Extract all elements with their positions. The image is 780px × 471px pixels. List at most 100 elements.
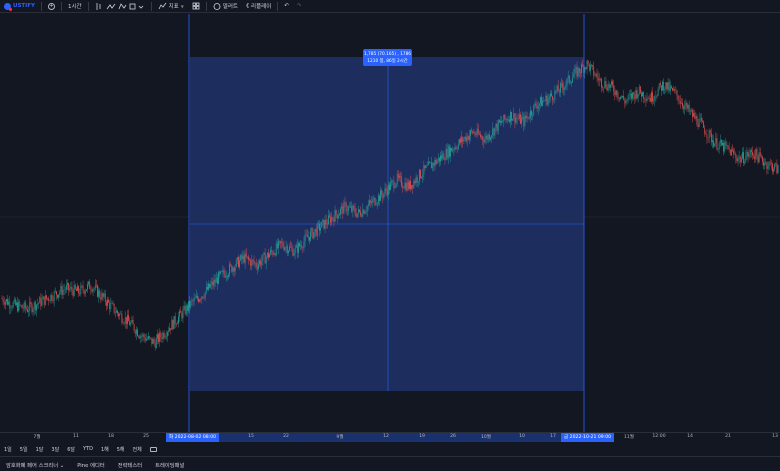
candle-up [724, 142, 726, 152]
range-button[interactable]: YTD [82, 446, 93, 452]
candle-down [100, 296, 102, 300]
candle-down [499, 120, 500, 123]
candle-up [487, 134, 489, 140]
candle-up [500, 121, 501, 123]
candle-down [209, 283, 210, 288]
candle-down [2, 298, 4, 303]
candle-up [308, 237, 309, 238]
range-button[interactable]: 6달 [67, 447, 75, 453]
candle-up [749, 149, 751, 154]
toolbar-divider [205, 1, 207, 11]
calendar-range-icon[interactable] [149, 447, 157, 452]
replay-label: 리플레이 [251, 4, 272, 10]
range-button[interactable]: 3달 [51, 447, 60, 453]
candle-up [23, 302, 25, 309]
candle-down [109, 302, 111, 310]
candle-down [576, 67, 578, 77]
candle-down [276, 243, 278, 249]
candle-down [697, 124, 699, 128]
candle-down [624, 99, 626, 104]
candle-up [712, 140, 713, 143]
redo-button[interactable]: ↷ [293, 0, 306, 13]
candle-down [756, 149, 758, 156]
candle-up [505, 119, 507, 120]
candle-down [645, 99, 647, 101]
chart-pane[interactable]: 1,785 (70.165) , 1786 1210 봉, 86일 2시간 TV [0, 14, 780, 432]
range-button[interactable]: 1달 [35, 447, 44, 453]
candle-down [283, 246, 285, 251]
candle-down [7, 299, 8, 305]
candle-down [144, 337, 146, 341]
candle-down [580, 72, 581, 74]
candle-up [567, 75, 569, 79]
candle-up [532, 115, 534, 116]
candle-up [521, 118, 522, 124]
range-button[interactable]: 5일 [19, 447, 28, 453]
candle-up [103, 293, 105, 297]
candle-down [770, 163, 772, 164]
layout-button[interactable] [188, 0, 204, 13]
candle-up [47, 298, 48, 299]
candle-down [161, 337, 163, 340]
candle-up [622, 95, 623, 98]
candle-down [536, 106, 538, 109]
candle-up [215, 277, 217, 283]
toolbar-divider [87, 1, 89, 11]
time-axis-tick: 21 [725, 434, 731, 439]
replay-button[interactable]: ⟪ 리플레이 [242, 0, 275, 13]
time-axis[interactable]: 7월111825815229월12192610월101711월12:001421… [0, 432, 780, 442]
candle-up [42, 296, 44, 300]
price-chart[interactable] [0, 14, 780, 432]
candle-down [732, 149, 733, 151]
range-button[interactable]: 1해 [100, 447, 109, 453]
bottom-tab[interactable]: 트레이딩패널 [155, 462, 185, 469]
candle-up [20, 305, 22, 306]
candle-up [311, 228, 313, 232]
candle-down [721, 139, 722, 146]
bottom-tab[interactable]: 전략테스터 [117, 462, 143, 469]
candle-down [489, 134, 490, 140]
candle-down [49, 300, 51, 302]
candle-up [513, 113, 515, 119]
candle-down [429, 162, 430, 163]
bottom-tab[interactable]: Pine 에디터 [77, 462, 105, 469]
candle-up [169, 328, 170, 332]
candle-down [96, 284, 97, 286]
candle-up [628, 95, 630, 96]
candle-up [320, 227, 321, 231]
candle-up [36, 304, 37, 311]
range-button[interactable]: 전체 [132, 447, 142, 453]
candle-down [663, 81, 665, 91]
time-axis-tick: 14 [687, 434, 693, 439]
candle-up [560, 83, 561, 93]
candle-down [587, 60, 589, 64]
candle-up [598, 78, 600, 81]
range-button[interactable]: 1일 [4, 447, 12, 453]
interval-button[interactable]: 1시간 [64, 0, 86, 13]
indicators-button[interactable]: 지표 ▼ [154, 0, 188, 13]
candle-down [728, 148, 730, 150]
candle-down [643, 92, 645, 99]
compare-symbol-button[interactable]: + [44, 0, 59, 13]
candle-down [446, 149, 448, 159]
candle-down [479, 133, 480, 135]
candle-down [743, 152, 744, 163]
symbol-search[interactable]: USTIFY [0, 0, 39, 13]
alert-label: 얼러트 [222, 4, 238, 10]
bottom-tab[interactable]: 암호화폐 페어 스크리너 ⌄ [6, 462, 65, 469]
time-axis-tick: 26 [450, 434, 456, 439]
candle-up [281, 242, 283, 244]
candle-down [386, 190, 388, 196]
candle-down [439, 157, 440, 162]
candle-down [154, 342, 156, 348]
time-axis-tick: 12:00 [652, 434, 666, 439]
alert-button[interactable]: 얼러트 [209, 0, 242, 13]
candle-up [550, 93, 551, 97]
time-axis-tick: 12 [383, 434, 389, 439]
candle-down [431, 162, 432, 169]
range-button[interactable]: 5해 [116, 447, 125, 453]
undo-button[interactable]: ↶ [280, 0, 293, 13]
candle-down [496, 123, 498, 131]
candle-up [581, 64, 582, 74]
candle-up [84, 291, 86, 294]
